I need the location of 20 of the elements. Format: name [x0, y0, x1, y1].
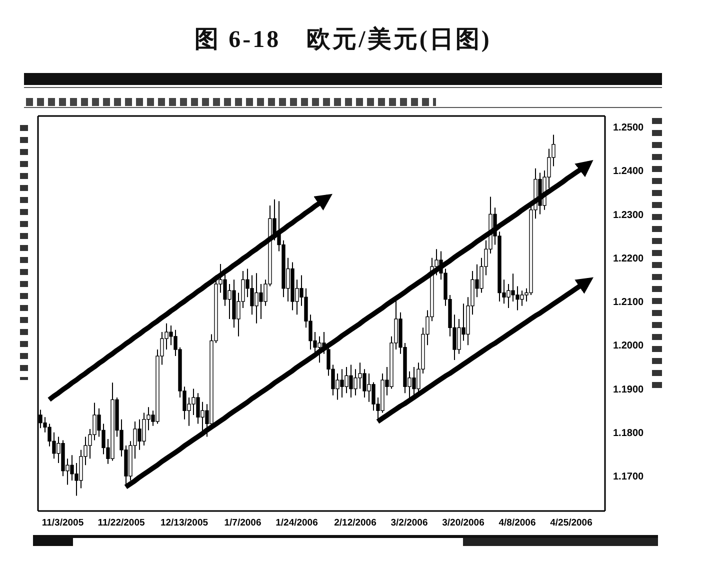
x-tick-label: 4/25/2006 — [550, 518, 592, 529]
y-tick-label: 1.1800 — [613, 428, 644, 439]
y-tick-label: 1.2100 — [613, 297, 644, 308]
x-tick-label: 4/8/2006 — [498, 518, 536, 529]
x-tick-label: 11/22/2005 — [98, 518, 146, 529]
x-tick-label: 11/3/2005 — [42, 518, 84, 529]
x-tick-label: 1/7/2006 — [224, 518, 262, 529]
x-tick-label: 12/13/2005 — [160, 518, 209, 529]
y-tick-label: 1.2000 — [613, 340, 644, 352]
y-tick-label: 1.2500 — [613, 122, 644, 134]
y-tick-label: 1.1700 — [613, 472, 644, 483]
y-tick-label: 1.2200 — [613, 253, 644, 264]
x-tick-label: 2/12/2006 — [334, 518, 376, 529]
x-tick-label: 3/20/2006 — [442, 518, 484, 529]
y-tick-label: 1.1900 — [613, 384, 644, 396]
y-tick-label: 1.2400 — [613, 166, 644, 178]
y-tick-label: 1.2300 — [613, 210, 644, 221]
chart-title: 图 6-18 欧元/美元(日图) — [194, 26, 492, 54]
x-tick-label: 3/2/2006 — [390, 518, 428, 529]
x-tick-label: 1/24/2006 — [276, 518, 318, 529]
